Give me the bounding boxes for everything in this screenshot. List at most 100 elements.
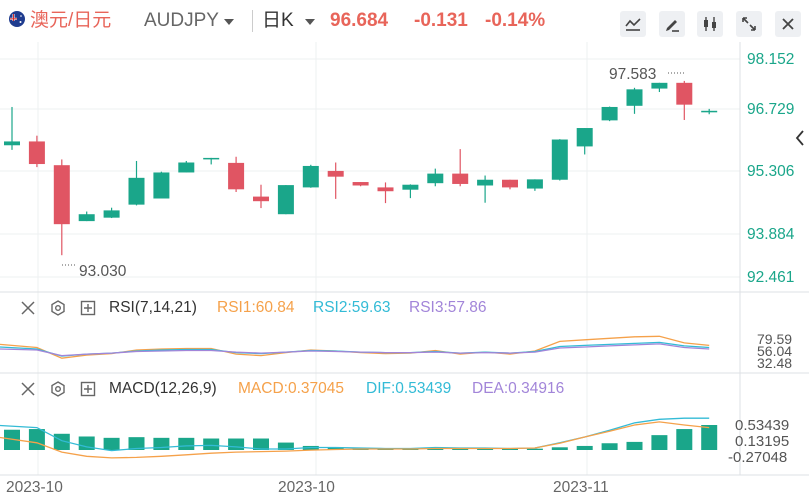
- price-axis-label: 96.729: [747, 101, 794, 118]
- macd-bar: [28, 429, 45, 450]
- candle-type-icon: [704, 17, 716, 31]
- candles: [4, 80, 718, 256]
- fullscreen-icon: [742, 17, 756, 31]
- candle-body: [327, 170, 344, 177]
- candle-type-button[interactable]: [697, 11, 723, 37]
- low-price-label: 93.030: [79, 263, 127, 280]
- candle-body: [651, 82, 668, 89]
- macd-bar: [551, 447, 568, 450]
- price-change: -0.131: [414, 10, 468, 31]
- candle-body: [701, 110, 718, 113]
- macd-bar: [452, 448, 469, 450]
- macd-bar: [601, 443, 618, 450]
- close-button[interactable]: [775, 11, 801, 37]
- candle-body: [302, 165, 319, 188]
- macd-lines: [0, 417, 710, 459]
- rsi1-value: RSI1:60.84: [217, 299, 295, 316]
- macd-axis-label: 0.53439: [735, 417, 789, 434]
- macd-bar: [128, 437, 145, 450]
- settings-icon[interactable]: [50, 300, 66, 316]
- macd-bar: [277, 442, 294, 450]
- rsi-header: RSI(7,14,21) RSI1:60.84 RSI2:59.63 RSI3:…: [0, 295, 740, 321]
- add-indicator-icon[interactable]: [80, 300, 96, 316]
- candle-body: [626, 89, 643, 106]
- macd-bar: [676, 429, 693, 450]
- macd-axis-label: -0.27048: [728, 449, 787, 466]
- dea-value: DEA:0.34916: [472, 380, 565, 397]
- close-indicator-icon[interactable]: [20, 381, 36, 397]
- dif-value: DIF:0.53439: [366, 380, 452, 397]
- collapse-panel-button[interactable]: [789, 120, 809, 156]
- candle-body: [452, 173, 469, 184]
- date-axis-label: 2023-10: [6, 479, 63, 496]
- macd-histogram: [4, 425, 718, 450]
- macd-bar: [701, 425, 718, 450]
- fullscreen-button[interactable]: [736, 11, 762, 37]
- candle-body: [228, 162, 245, 190]
- price-change-percent: -0.14%: [485, 10, 546, 31]
- period-dropdown-chevron-icon[interactable]: [305, 19, 315, 25]
- candle-body: [103, 210, 120, 218]
- rsi3-value: RSI3:57.86: [409, 299, 487, 316]
- date-axis-label: 2023-11: [553, 479, 609, 496]
- candle-body: [153, 172, 170, 199]
- pane-separators: [0, 42, 809, 476]
- draw-button[interactable]: [659, 11, 685, 37]
- candle-body: [78, 214, 95, 222]
- macd-bar: [228, 438, 245, 450]
- candle-body: [551, 139, 568, 180]
- chevron-left-icon: [795, 130, 804, 146]
- candle-body: [28, 141, 45, 165]
- rsi-axis-label: 56.04: [757, 343, 792, 359]
- indicator-button[interactable]: [620, 11, 646, 37]
- macd-bar: [651, 435, 668, 450]
- high-price-label: 97.583: [609, 66, 656, 83]
- symbol-dropdown-chevron-icon[interactable]: [224, 19, 234, 25]
- candle-body: [477, 179, 494, 186]
- candle-body: [53, 165, 70, 225]
- candle-body: [502, 179, 518, 188]
- draw-icon: [666, 20, 679, 32]
- macd-bar: [576, 445, 593, 450]
- candle-body: [676, 82, 693, 105]
- candle-body: [253, 196, 269, 202]
- macd-bar: [178, 437, 195, 450]
- price-axis-label: 95.306: [747, 163, 794, 180]
- rsi-axis-label: 32.48: [757, 355, 792, 371]
- price-axis-label: 98.152: [747, 51, 794, 68]
- dea-line: [0, 421, 710, 459]
- chart-header: 澳元/日元 AUDJPY 日K 96.684 -0.131 -0.14%: [0, 0, 809, 42]
- close-indicator-icon[interactable]: [20, 300, 36, 316]
- rsi1-line: [0, 335, 710, 359]
- symbol-code[interactable]: AUDJPY: [144, 10, 219, 31]
- macd-axis-label: 0.13195: [735, 433, 789, 450]
- macd-bar: [253, 438, 269, 450]
- candle-body: [352, 182, 369, 186]
- rsi-axis-label: 79.59: [757, 331, 792, 347]
- close-icon: [782, 18, 794, 30]
- macd-label: MACD(12,26,9): [109, 380, 217, 397]
- candle-body: [526, 179, 543, 189]
- macd-bar: [477, 448, 494, 450]
- candle-body: [601, 106, 618, 121]
- candle-body: [277, 185, 294, 215]
- period-selector[interactable]: 日K: [262, 10, 294, 31]
- macd-bar: [327, 447, 344, 450]
- settings-icon[interactable]: [50, 381, 66, 397]
- rsi-label: RSI(7,14,21): [109, 299, 197, 316]
- pair-name[interactable]: 澳元/日元: [30, 10, 112, 31]
- candle-body: [427, 173, 444, 184]
- macd-bar: [626, 441, 643, 450]
- candle-body: [178, 162, 195, 173]
- australia-flag-icon: [9, 11, 25, 27]
- add-indicator-icon[interactable]: [80, 381, 96, 397]
- candle-body: [203, 157, 220, 160]
- rsi3-line: [0, 343, 710, 357]
- indicator-icon: [625, 18, 641, 31]
- macd-bar: [78, 436, 95, 450]
- candle-body: [402, 184, 419, 190]
- candle-body: [576, 128, 593, 147]
- macd-bar: [203, 438, 220, 450]
- macd-value: MACD:0.37045: [238, 380, 344, 397]
